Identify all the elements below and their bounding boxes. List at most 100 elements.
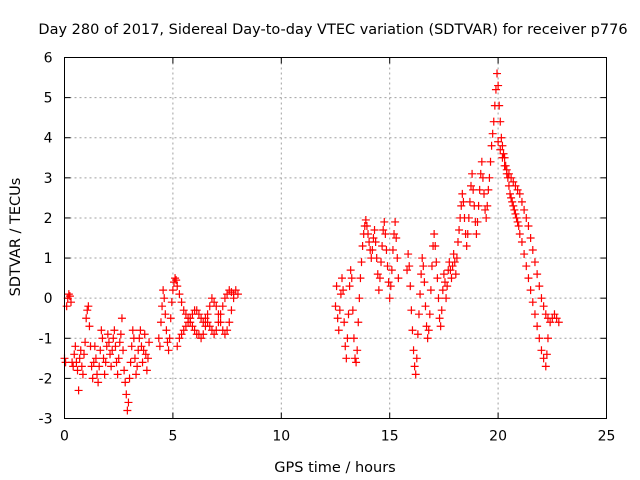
data-point <box>128 326 137 335</box>
data-point <box>387 266 396 275</box>
data-point <box>205 322 214 331</box>
data-point <box>160 294 169 303</box>
data-point <box>511 209 520 218</box>
data-point <box>487 141 496 150</box>
data-point <box>132 370 141 379</box>
data-point <box>361 215 370 224</box>
data-point <box>533 270 542 279</box>
data-point <box>65 292 74 301</box>
data-point <box>348 306 357 315</box>
data-point <box>448 262 457 271</box>
data-point <box>177 298 186 307</box>
x-tick-label: 5 <box>168 429 177 445</box>
data-point <box>159 286 168 295</box>
data-point <box>517 238 526 247</box>
data-point <box>227 288 236 297</box>
data-point <box>352 358 361 367</box>
data-point <box>165 334 174 343</box>
data-point <box>124 398 133 407</box>
x-tick-label: 15 <box>381 429 399 445</box>
data-point <box>171 274 180 283</box>
data-point <box>137 342 146 351</box>
data-point <box>463 229 472 238</box>
data-point <box>75 354 84 363</box>
data-point <box>106 350 115 359</box>
data-point <box>464 213 473 222</box>
y-tick-label: -2 <box>39 371 53 387</box>
grid-lines <box>64 57 607 419</box>
data-point <box>88 374 97 383</box>
data-point <box>528 246 537 255</box>
data-point <box>513 185 522 194</box>
data-point <box>379 225 388 234</box>
data-point <box>181 322 190 331</box>
y-tick-label: -3 <box>39 412 53 428</box>
data-point <box>488 129 497 138</box>
data-point <box>372 254 381 263</box>
data-point <box>158 302 167 311</box>
data-point <box>69 362 78 371</box>
data-point <box>483 201 492 210</box>
data-point <box>411 370 420 379</box>
data-point <box>94 378 103 387</box>
data-point <box>82 314 91 323</box>
data-point <box>420 278 429 287</box>
data-point <box>95 362 104 371</box>
data-point <box>496 117 505 126</box>
data-point <box>346 266 355 275</box>
data-point <box>404 250 413 259</box>
data-point <box>496 145 505 154</box>
data-point <box>218 302 227 311</box>
y-tick-label: -1 <box>39 331 53 347</box>
data-point <box>507 193 516 202</box>
data-point <box>439 270 448 279</box>
data-point <box>537 346 546 355</box>
data-point <box>203 318 212 327</box>
data-point <box>74 386 83 395</box>
data-point <box>354 318 363 327</box>
data-point <box>499 149 508 158</box>
data-point <box>114 354 123 363</box>
x-tick-label: 20 <box>489 429 507 445</box>
data-point <box>117 314 126 323</box>
data-point <box>468 169 477 178</box>
data-point <box>104 338 113 347</box>
data-point <box>155 342 164 351</box>
data-point <box>339 286 348 295</box>
data-point <box>225 286 234 295</box>
data-point <box>194 310 203 319</box>
data-point <box>179 306 188 315</box>
data-point <box>506 189 515 198</box>
data-point <box>513 217 522 226</box>
data-point <box>438 286 447 295</box>
data-point <box>333 314 342 323</box>
data-point <box>418 254 427 263</box>
data-point <box>467 181 475 190</box>
data-point <box>393 254 402 263</box>
data-point <box>67 298 76 307</box>
data-point <box>515 229 524 238</box>
data-point <box>449 250 458 259</box>
data-point <box>103 330 112 339</box>
y-tick-label: 0 <box>44 291 53 307</box>
data-point <box>450 258 459 267</box>
data-point <box>526 234 535 242</box>
data-point <box>375 274 384 283</box>
data-point <box>378 242 387 251</box>
data-point <box>526 286 535 295</box>
data-point <box>473 217 482 226</box>
data-point <box>391 217 400 226</box>
data-point <box>546 318 555 327</box>
data-point <box>347 274 356 283</box>
data-point <box>140 330 149 339</box>
y-tick-label: 5 <box>44 91 53 107</box>
data-point <box>381 229 390 238</box>
data-point <box>511 181 520 190</box>
data-point <box>500 161 509 170</box>
data-point <box>421 302 430 311</box>
data-point <box>388 246 397 255</box>
data-point <box>497 133 506 142</box>
data-point <box>480 189 489 198</box>
data-point <box>550 310 559 319</box>
data-point <box>172 276 181 285</box>
